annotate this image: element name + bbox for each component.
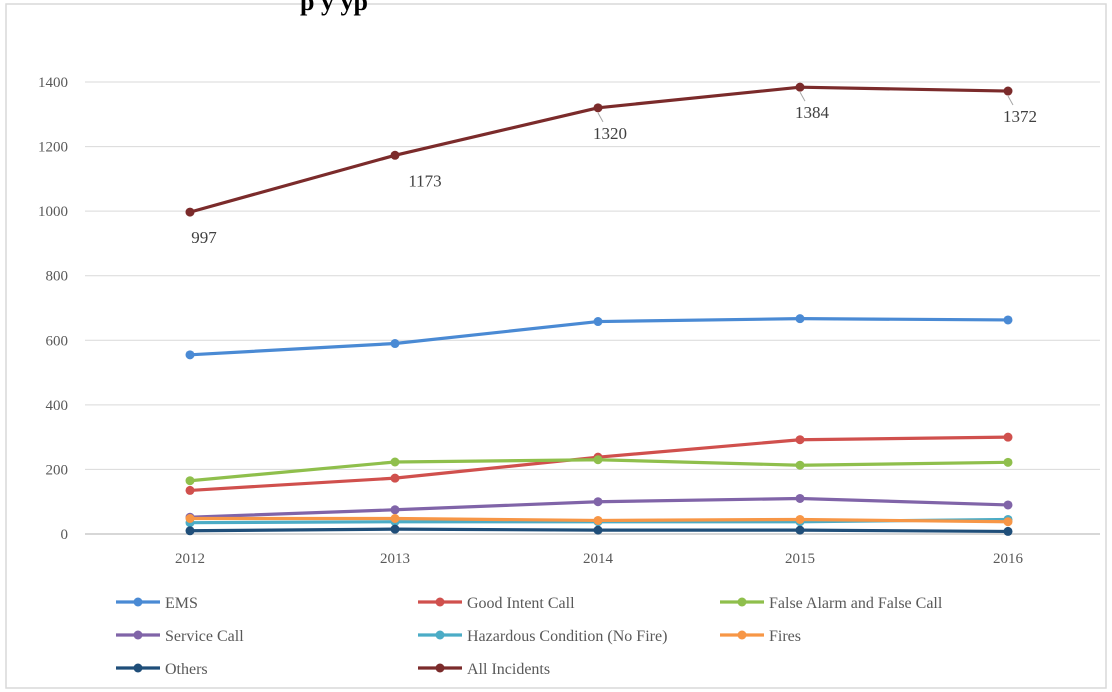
data-point [795, 314, 805, 324]
legend-swatch-marker [435, 597, 445, 607]
leader-line [1007, 95, 1014, 106]
data-label: 997 [191, 228, 217, 247]
legend-item: Good Intent Call [418, 595, 575, 612]
legend-label: Service Call [165, 628, 244, 645]
data-point [593, 455, 603, 465]
y-tick-label: 400 [46, 398, 69, 414]
data-point [185, 207, 195, 217]
legend-label: Good Intent Call [467, 595, 575, 612]
legend: EMS Good Intent Call False Alarm and False… [116, 595, 943, 678]
data-point [1003, 315, 1013, 325]
legend-label: All Incidents [467, 661, 550, 678]
data-point [390, 150, 400, 160]
legend-item: All Incidents [418, 661, 550, 678]
legend-item: Hazardous Condition (No Fire) [418, 628, 667, 645]
y-tick-label: 200 [46, 462, 69, 478]
data-point [1003, 500, 1013, 510]
gridlines [85, 81, 1100, 470]
legend-label: False Alarm and False Call [769, 595, 943, 612]
data-point [390, 505, 400, 515]
data-point [185, 514, 195, 524]
y-tick-label: 1400 [38, 75, 68, 91]
y-tick-label: 1000 [38, 204, 68, 220]
leader-line [799, 91, 806, 102]
legend-label: EMS [165, 595, 198, 612]
data-point [390, 339, 400, 349]
legend-swatch-marker [435, 663, 445, 673]
leader-line [597, 112, 604, 123]
data-point [1003, 86, 1013, 96]
legend-item: Fires [720, 628, 801, 645]
legend-swatch-marker [737, 630, 747, 640]
data-point [1003, 432, 1013, 442]
legend-item: Others [116, 661, 208, 678]
data-point [390, 514, 400, 524]
data-point [185, 485, 195, 495]
x-tick-label: 2013 [380, 551, 410, 567]
y-tick-label: 600 [46, 333, 69, 349]
legend-label: Others [165, 661, 208, 678]
chart-title-fragment: p y yp [300, 0, 368, 16]
axes: 0 200 400 600 800 1000 1200 1400 2012 2013 2014 201… [38, 75, 1100, 567]
legend-swatch-marker [133, 597, 143, 607]
data-point [185, 476, 195, 486]
x-tick-label: 2015 [785, 551, 815, 567]
series-lines [185, 82, 1013, 536]
x-tick-label: 2014 [583, 551, 614, 567]
legend-swatch-marker [133, 630, 143, 640]
data-point [1003, 517, 1013, 527]
data-point [390, 457, 400, 467]
chart-border [5, 3, 1107, 689]
legend-swatch-marker [133, 663, 143, 673]
data-point [593, 497, 603, 507]
data-point [390, 524, 400, 534]
data-point [593, 515, 603, 525]
x-tick-label: 2016 [993, 551, 1024, 567]
data-point [593, 525, 603, 535]
data-point [795, 525, 805, 535]
legend-label: Fires [769, 628, 801, 645]
legend-item: False Alarm and False Call [720, 595, 943, 612]
y-tick-label: 800 [46, 269, 69, 285]
y-tick-label: 0 [61, 527, 69, 543]
data-labels: 997 1173 1320 1384 1372 [191, 91, 1037, 247]
data-point [593, 103, 603, 113]
legend-swatch-marker [435, 630, 445, 640]
data-label: 1372 [1003, 107, 1037, 126]
data-point [593, 317, 603, 327]
data-point [185, 526, 195, 536]
data-point [390, 473, 400, 483]
data-point [795, 460, 805, 470]
legend-label: Hazardous Condition (No Fire) [467, 628, 667, 645]
y-tick-label: 1200 [38, 140, 68, 156]
data-point [1003, 457, 1013, 467]
data-label: 1320 [593, 124, 627, 143]
legend-item: Service Call [116, 628, 244, 645]
data-label: 1173 [408, 171, 441, 190]
data-label: 1384 [795, 103, 830, 122]
data-point [795, 82, 805, 92]
data-point [185, 350, 195, 360]
data-point [1003, 526, 1013, 536]
x-tick-label: 2012 [175, 551, 205, 567]
legend-swatch-marker [737, 597, 747, 607]
data-point [795, 493, 805, 503]
data-point [795, 514, 805, 524]
data-point [795, 435, 805, 445]
legend-item: EMS [116, 595, 198, 612]
